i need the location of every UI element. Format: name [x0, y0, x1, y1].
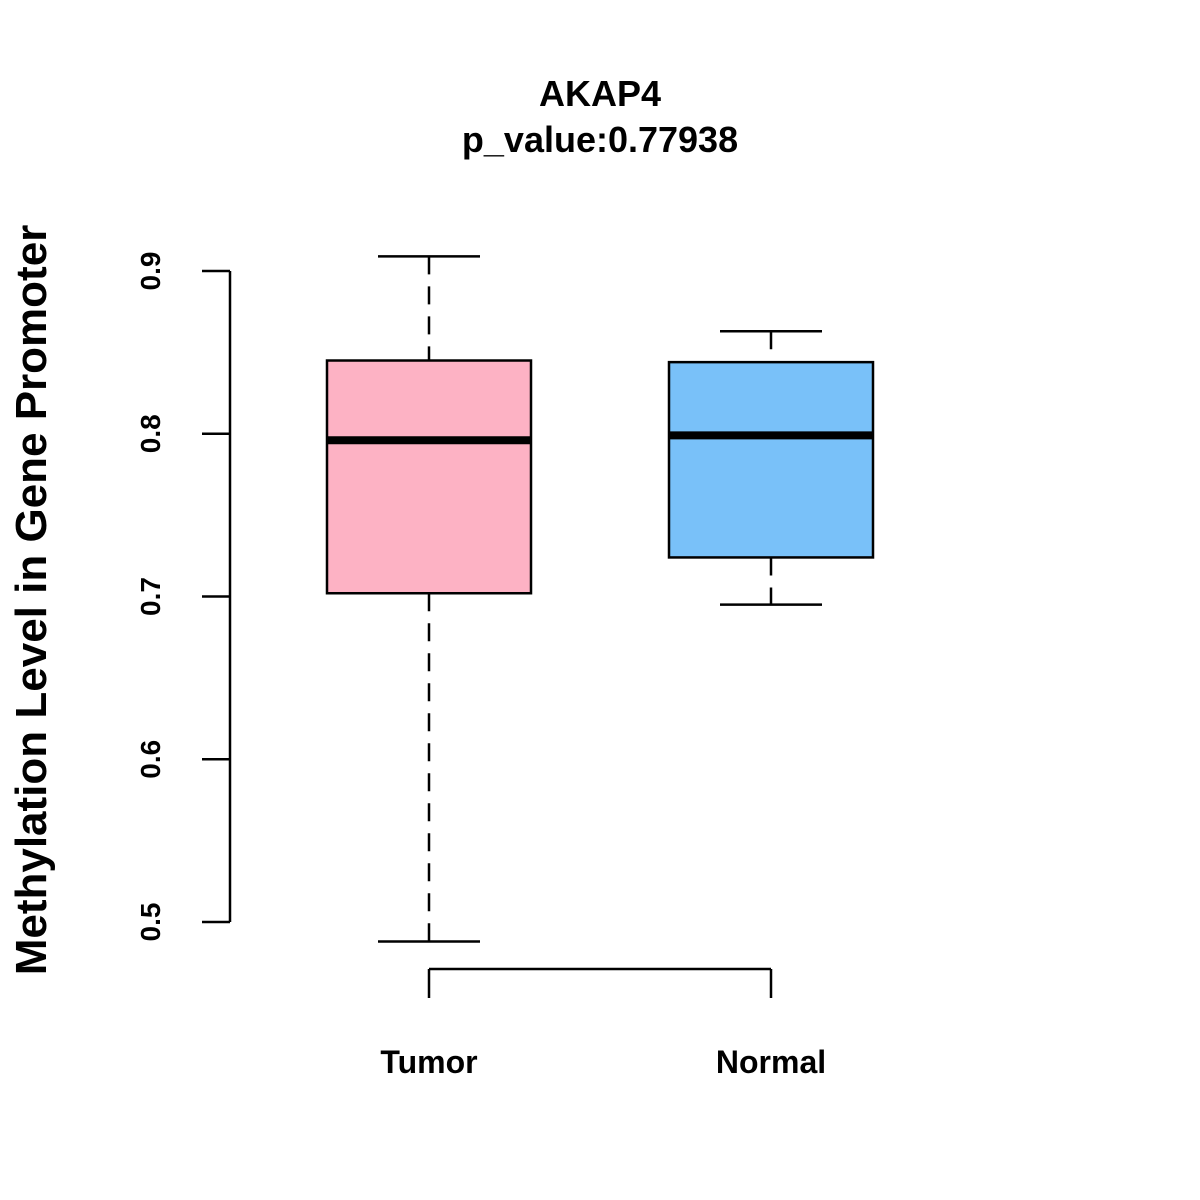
y-tick-label: 0.8 [135, 414, 166, 453]
y-axis-label: Methylation Level in Gene Promoter [7, 225, 56, 976]
iqr-box [667, 360, 875, 559]
box-tumor [325, 255, 533, 943]
chart-title: AKAP4 [539, 73, 661, 114]
chart-subtitle: p_value:0.77938 [462, 119, 738, 160]
boxes [325, 255, 875, 943]
x-tick-label: Normal [716, 1044, 826, 1080]
y-axis: 0.5 0.6 0.7 0.8 0.9 [135, 252, 232, 942]
box-normal [667, 329, 875, 606]
y-tick-label: 0.6 [135, 740, 166, 779]
y-tick-label: 0.5 [135, 903, 166, 942]
iqr-box [325, 359, 533, 595]
x-axis: Tumor Normal [380, 967, 826, 1080]
y-tick-label: 0.7 [135, 577, 166, 616]
y-tick-label: 0.9 [135, 252, 166, 291]
x-tick-label: Tumor [380, 1044, 477, 1080]
